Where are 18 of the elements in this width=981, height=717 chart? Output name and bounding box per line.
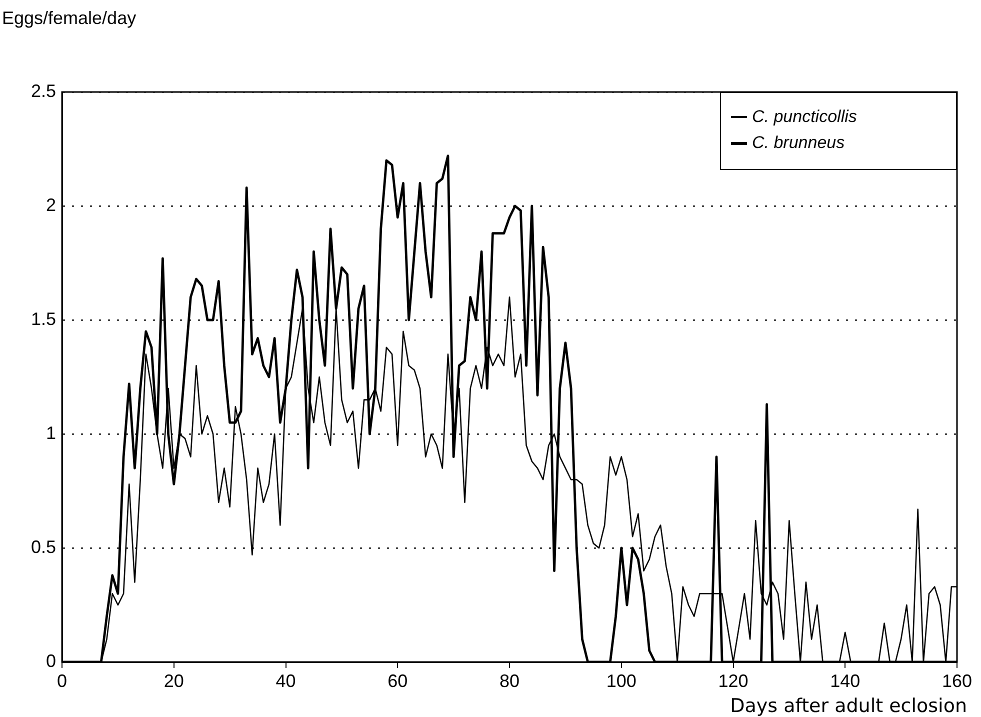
y-tick-label: 0 [46,650,56,671]
x-tick-label: 40 [276,670,296,691]
x-tick-label: 140 [830,670,860,691]
y-tick-label: 1 [46,422,56,443]
x-tick-label: 20 [164,670,184,691]
x-tick-label: 100 [606,670,636,691]
y-tick-label: 0.5 [30,536,56,557]
legend-label: C. puncticollis [752,107,857,127]
legend-label: C. brunneus [752,133,845,153]
y-tick-label: 1.5 [30,308,56,329]
x-tick-label: 80 [499,670,520,691]
y-axis-title: Eggs/female/day [2,8,136,28]
y-tick-label: 2 [46,194,56,215]
x-tick-label: 160 [942,670,972,691]
x-axis-title: Days after adult eclosion [730,695,967,717]
x-tick-label: 120 [718,670,748,691]
y-tick-label: 2.5 [30,80,56,101]
x-tick-label: 60 [388,670,408,691]
